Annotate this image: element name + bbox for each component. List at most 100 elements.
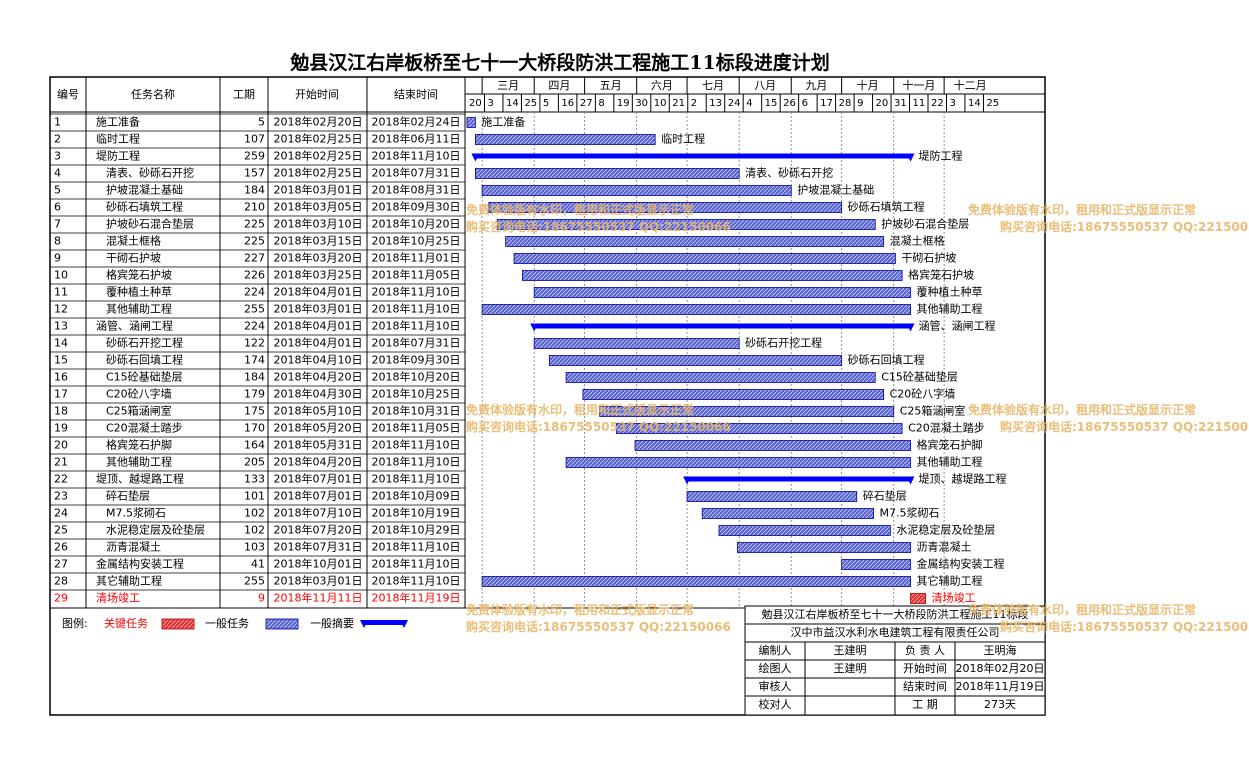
task-end: 2018年11月05日 xyxy=(372,421,461,435)
task-id: 11 xyxy=(54,286,68,299)
task-name: 格宾笼石护坡 xyxy=(106,268,172,282)
bar-label: 涵管、涵闸工程 xyxy=(919,319,996,333)
day-tick-label: 5 xyxy=(543,98,549,109)
task-name: C20砼八字墙 xyxy=(106,387,172,401)
task-name: 金属结构安装工程 xyxy=(96,557,184,571)
task-duration: 175 xyxy=(244,405,265,418)
task-start: 2018年03月20日 xyxy=(274,251,363,265)
task-start: 2018年03月15日 xyxy=(274,234,363,248)
legend-summary-label: 一般摘要 xyxy=(310,616,354,630)
task-duration: 5 xyxy=(258,116,265,129)
task-duration: 255 xyxy=(244,303,265,316)
watermark-line1-c: 免费体验版有水印，租用和正式版显示正常 xyxy=(466,403,695,417)
day-tick-label: 9 xyxy=(857,98,863,109)
task-name: 施工准备 xyxy=(96,115,140,129)
bar-label: 护坡砂石混合垫层 xyxy=(881,217,969,231)
task-name: 其他辅助工程 xyxy=(106,302,172,316)
task-name: 砂砾石开挖工程 xyxy=(106,336,183,350)
task-id: 3 xyxy=(54,150,61,163)
task-duration: 102 xyxy=(244,507,265,520)
task-duration: 224 xyxy=(244,320,265,333)
task-start: 2018年10月01日 xyxy=(274,557,363,571)
task-end: 2018年11月19日 xyxy=(372,591,461,605)
day-tick-label: 10 xyxy=(654,98,667,109)
task-start: 2018年02月25日 xyxy=(274,132,363,146)
summary-start-cap xyxy=(683,476,692,485)
bar-label: 格宾笼石护脚 xyxy=(917,438,983,452)
task-id: 21 xyxy=(54,456,68,469)
day-tick-label: 17 xyxy=(820,98,833,109)
task-start: 2018年05月10日 xyxy=(274,404,363,418)
task-start: 2018年04月01日 xyxy=(274,285,363,299)
info-cell: 王建明 xyxy=(834,643,867,657)
column-header: 任务名称 xyxy=(131,87,175,101)
watermark-line2-f: 购买咨询电话:18675550537 QQ:22150066 xyxy=(1000,620,1249,634)
task-name: 水泥稳定层及砼垫层 xyxy=(106,523,205,537)
summary-end-cap xyxy=(906,153,915,162)
bar-label: 混凝土框格 xyxy=(890,234,945,248)
task-start: 2018年03月01日 xyxy=(274,183,363,197)
task-duration: 102 xyxy=(244,524,265,537)
day-tick-label: 4 xyxy=(746,98,752,109)
task-end: 2018年07月31日 xyxy=(372,336,461,350)
task-end: 2018年11月10日 xyxy=(372,540,461,554)
task-bar xyxy=(533,338,740,349)
task-start: 2018年03月01日 xyxy=(274,302,363,316)
task-duration: 9 xyxy=(258,592,265,605)
task-bar xyxy=(505,236,885,247)
info-cell: 273天 xyxy=(984,698,1016,711)
bar-label: 堤顶、越堤路工程 xyxy=(919,472,1007,486)
info-cell: 绘图人 xyxy=(759,661,792,675)
info-cell: 开始时间 xyxy=(903,661,947,675)
watermark-line1-b: 免费体验版有水印，租用和正式版显示正常 xyxy=(968,203,1197,217)
legend-summary-swatch xyxy=(364,620,404,625)
task-duration: 133 xyxy=(244,473,265,486)
month-label: 十月 xyxy=(857,78,879,92)
task-bar xyxy=(841,559,911,570)
task-name: 护坡砂石混合垫层 xyxy=(106,217,194,231)
task-start: 2018年03月05日 xyxy=(274,200,363,214)
task-start: 2018年05月20日 xyxy=(274,421,363,435)
task-duration: 179 xyxy=(244,388,265,401)
watermark-line2-c: 购买咨询电话:18675550537 QQ:22150066 xyxy=(466,420,731,434)
task-end: 2018年02月24日 xyxy=(372,115,461,129)
task-duration: 107 xyxy=(244,133,265,146)
month-label: 十一月 xyxy=(902,78,935,92)
day-tick-label: 13 xyxy=(709,98,722,109)
summary-start-cap xyxy=(471,153,480,162)
task-start: 2018年07月01日 xyxy=(274,489,363,503)
page-title: 勉县汉江右岸板桥至七十一大桥段防洪工程施工11标段进度计划 xyxy=(290,52,830,74)
task-bar xyxy=(474,134,656,145)
task-id: 23 xyxy=(54,490,68,503)
task-name: 沥青混凝土 xyxy=(106,540,161,554)
task-duration: 170 xyxy=(244,422,265,435)
task-name: 堤顶、越堤路工程 xyxy=(96,472,184,486)
summary-end-cap xyxy=(906,476,915,485)
info-cell: 审核人 xyxy=(759,679,792,693)
month-label: 六月 xyxy=(651,79,673,92)
task-id: 15 xyxy=(54,354,68,367)
task-id: 25 xyxy=(54,524,68,537)
task-start: 2018年04月20日 xyxy=(274,455,363,469)
bar-label: 格宾笼石护坡 xyxy=(908,268,974,282)
month-label: 七月 xyxy=(702,79,724,92)
day-tick-label: 8 xyxy=(598,98,604,109)
day-tick-label: 31 xyxy=(894,98,907,109)
bar-label: 护坡混凝土基础 xyxy=(797,183,874,197)
summary-bar xyxy=(687,476,911,482)
task-start: 2018年11月11日 xyxy=(274,591,363,605)
task-id: 9 xyxy=(54,252,61,265)
task-bar xyxy=(481,576,911,587)
task-bar xyxy=(481,304,911,315)
bar-label: 其它辅助工程 xyxy=(917,574,983,588)
task-start: 2018年07月31日 xyxy=(274,540,363,554)
day-tick-label: 20 xyxy=(469,98,482,109)
task-start: 2018年02月25日 xyxy=(274,149,363,163)
task-duration: 184 xyxy=(244,184,265,197)
bar-label: M7.5浆砌石 xyxy=(880,506,940,520)
task-duration: 174 xyxy=(244,354,265,367)
task-duration: 210 xyxy=(244,201,265,214)
task-start: 2018年05月31日 xyxy=(274,438,363,452)
task-duration: 255 xyxy=(244,575,265,588)
